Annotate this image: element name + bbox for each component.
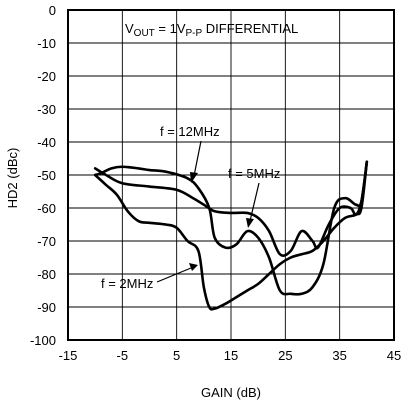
- series-2mhz-line: [93, 160, 369, 311]
- y-tick-label: -100: [30, 333, 56, 348]
- y-tick-label: -60: [37, 201, 56, 216]
- y-tick-label: -10: [37, 36, 56, 51]
- svg-text:f = 2MHz: f = 2MHz: [101, 276, 153, 291]
- x-tick-label: 35: [332, 348, 346, 363]
- svg-text:f = 5MHz: f = 5MHz: [228, 166, 280, 181]
- label-5mhz: f = 5MHz: [228, 166, 280, 228]
- x-tick-label: -15: [59, 348, 78, 363]
- y-tick-label: -80: [37, 267, 56, 282]
- series-12mhz-line: [93, 160, 369, 257]
- y-tick-label: -40: [37, 135, 56, 150]
- header-annotation: VOUT = 1VP-P DIFFERENTIAL: [125, 21, 298, 39]
- label-2mhz: f = 2MHz: [101, 263, 198, 291]
- svg-text:f = 12MHz: f = 12MHz: [160, 124, 220, 139]
- series-5mhz-line: [93, 160, 369, 296]
- y-tick-label: 0: [49, 3, 56, 18]
- tick-labels: -15 -5 5 15 25 35 45 0 -10 -20 -30 -40 -50 -60 -70 -80 -…: [30, 3, 401, 363]
- y-tick-label: -20: [37, 69, 56, 84]
- grid: [68, 10, 394, 340]
- y-tick-label: -30: [37, 102, 56, 117]
- series: [93, 160, 369, 311]
- x-tick-label: -5: [117, 348, 129, 363]
- y-axis-label: HD2 (dBc): [5, 148, 20, 209]
- plot-frame: [67, 9, 395, 341]
- y-tick-label: -50: [37, 168, 56, 183]
- x-axis-label: GAIN (dB): [201, 385, 261, 400]
- x-tick-label: 5: [173, 348, 180, 363]
- x-tick-label: 45: [387, 348, 401, 363]
- y-tick-label: -90: [37, 300, 56, 315]
- x-tick-label: 15: [224, 348, 238, 363]
- label-12mhz: f = 12MHz: [160, 124, 220, 183]
- y-tick-label: -70: [37, 234, 56, 249]
- x-tick-label: 25: [278, 348, 292, 363]
